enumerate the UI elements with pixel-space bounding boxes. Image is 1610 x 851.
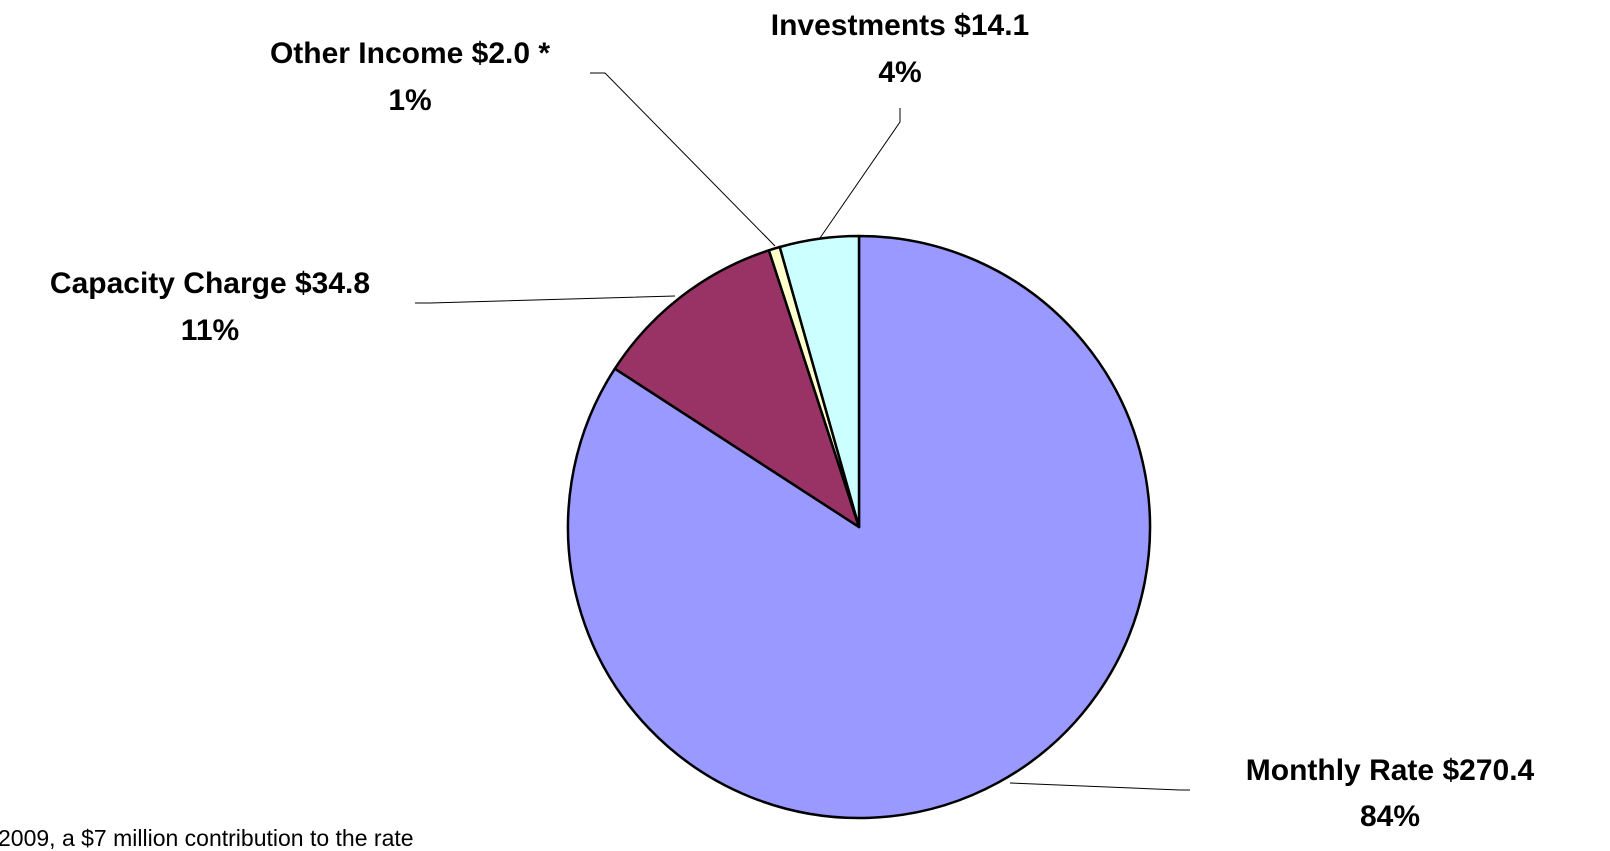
- value-label: $14.1: [954, 9, 1029, 42]
- value-label: $2.0 *: [472, 37, 551, 70]
- slices: [566, 234, 1152, 820]
- leader-line: [819, 108, 901, 239]
- percent-label: 11%: [181, 314, 239, 347]
- slice-label: Investments $14.1: [771, 9, 1030, 42]
- percent-label: 84%: [1360, 800, 1420, 833]
- pie-slice: [778, 234, 861, 529]
- category: Investments: [771, 9, 946, 42]
- leader-line: [590, 72, 776, 247]
- value-label: $270.4: [1442, 754, 1534, 787]
- footnote: 2009, a $7 million contribution to the r…: [0, 825, 414, 851]
- slice-label: Monthly Rate $270.4: [1246, 754, 1535, 787]
- percent-label: 1%: [388, 84, 431, 117]
- category: Monthly Rate: [1246, 754, 1434, 787]
- slice-label: Capacity Charge $34.8: [50, 267, 370, 300]
- pie-slice: [613, 249, 861, 529]
- slice-label: Other Income $2.0 *: [270, 37, 550, 70]
- value-label: $34.8: [295, 267, 370, 300]
- percent-label: 4%: [878, 56, 921, 89]
- category: Other Income: [270, 37, 463, 70]
- leader-line: [1009, 782, 1190, 791]
- category: Capacity Charge: [50, 267, 287, 300]
- leader-line: [415, 295, 676, 304]
